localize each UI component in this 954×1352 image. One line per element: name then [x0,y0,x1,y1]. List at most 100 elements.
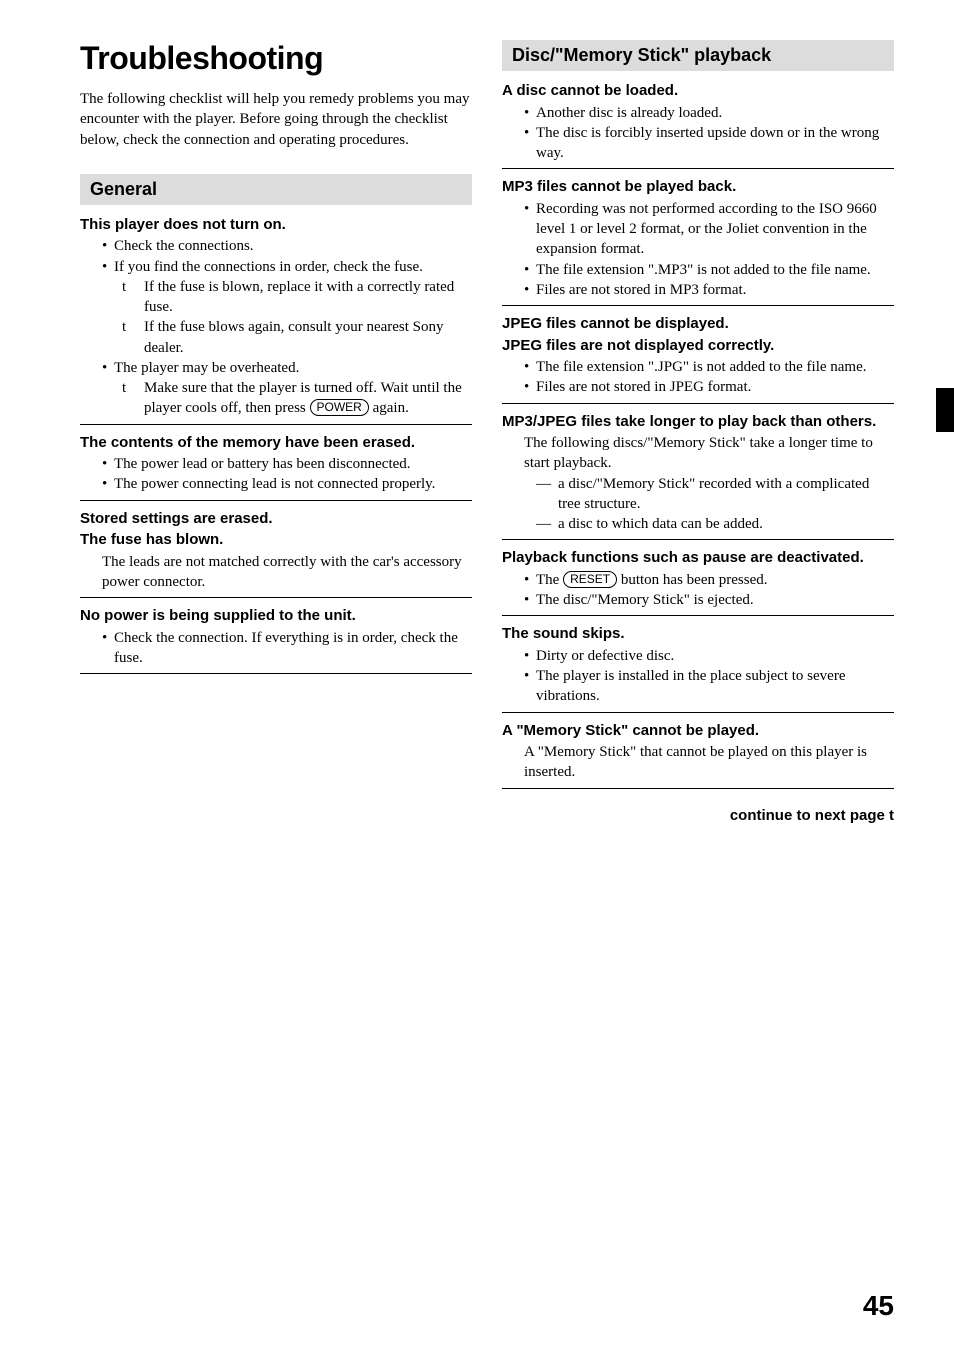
power-button-label: POWER [310,399,369,416]
body-text: A "Memory Stick" that cannot be played o… [502,742,894,783]
item-title: JPEG files are not displayed correctly. [502,336,894,356]
bullet-text: The disc is forcibly inserted upside dow… [536,123,894,164]
dash-text: a disc/"Memory Stick" recorded with a co… [558,474,894,515]
bullet-line: •Check the connections. [80,236,472,256]
arrow-right-icon: t [122,317,144,358]
bullet-line: •Dirty or defective disc. [502,646,894,666]
bullet-text: Dirty or defective disc. [536,646,894,666]
bullet-text: Another disc is already loaded. [536,103,894,123]
bullet-text: The power connecting lead is not connect… [114,474,472,494]
item-title: The sound skips. [502,624,894,644]
continue-line: continue to next page t [502,807,894,824]
arrow-right-icon: t [122,378,144,419]
intro-text: The following checklist will help you re… [80,89,472,150]
bullet-text: The player is installed in the place sub… [536,666,894,707]
bullet-line: •The disc/"Memory Stick" is ejected. [502,590,894,610]
bullet-dot-icon: • [524,590,536,610]
troubleshoot-item: MP3 files cannot be played back.•Recordi… [502,177,894,306]
bullet-dot-icon: • [524,260,536,280]
arrow-right-icon: t [122,277,144,318]
item-title: A "Memory Stick" cannot be played. [502,721,894,741]
bullet-line: •Files are not stored in JPEG format. [502,377,894,397]
bullet-dot-icon: • [102,454,114,474]
item-title: Stored settings are erased. [80,509,472,529]
item-title: JPEG files cannot be displayed. [502,314,894,334]
item-title: The fuse has blown. [80,530,472,550]
bullet-dot-icon: • [524,666,536,707]
bullet-text: The RESET button has been pressed. [536,570,894,590]
troubleshoot-item: The sound skips.•Dirty or defective disc… [502,624,894,712]
item-title: A disc cannot be loaded. [502,81,894,101]
page-columns: Troubleshooting The following checklist … [80,40,894,824]
troubleshoot-item: A disc cannot be loaded.•Another disc is… [502,81,894,169]
troubleshoot-item: No power is being supplied to the unit.•… [80,606,472,674]
bullet-line: •The file extension ".JPG" is not added … [502,357,894,377]
bullet-text: The power lead or battery has been disco… [114,454,472,474]
troubleshoot-item: The contents of the memory have been era… [80,433,472,501]
left-column: Troubleshooting The following checklist … [80,40,472,824]
arrow-line: tIf the fuse is blown, replace it with a… [80,277,472,318]
bullet-dot-icon: • [524,280,536,300]
bullet-line: •Files are not stored in MP3 format. [502,280,894,300]
dash-icon: — [536,514,558,534]
section-header-disc: Disc/"Memory Stick" playback [502,40,894,71]
bullet-dot-icon: • [524,377,536,397]
dash-line: —a disc to which data can be added. [502,514,894,534]
bullet-dot-icon: • [102,257,114,277]
bullet-line: •The disc is forcibly inserted upside do… [502,123,894,164]
troubleshoot-item: A "Memory Stick" cannot be played.A "Mem… [502,721,894,789]
bullet-text: Files are not stored in JPEG format. [536,377,894,397]
bullet-dot-icon: • [102,358,114,378]
bullet-text: If you find the connections in order, ch… [114,257,472,277]
item-title: No power is being supplied to the unit. [80,606,472,626]
arrow-line: tIf the fuse blows again, consult your n… [80,317,472,358]
bullet-dot-icon: • [524,123,536,164]
reset-button-label: RESET [563,571,617,588]
troubleshoot-item: MP3/JPEG files take longer to play back … [502,412,894,541]
body-text: The following discs/"Memory Stick" take … [502,433,894,474]
arrow-text: If the fuse is blown, replace it with a … [144,277,472,318]
bullet-text: The file extension ".JPG" is not added t… [536,357,894,377]
continue-text: continue to next page [730,807,885,824]
troubleshoot-item: Playback functions such as pause are dea… [502,548,894,616]
arrow-right-icon: t [889,807,894,824]
bullet-dot-icon: • [524,357,536,377]
bullet-line: •The player may be overheated. [80,358,472,378]
bullet-line: •The RESET button has been pressed. [502,570,894,590]
item-title: The contents of the memory have been era… [80,433,472,453]
bullet-line: •The file extension ".MP3" is not added … [502,260,894,280]
troubleshoot-item: JPEG files cannot be displayed.JPEG file… [502,314,894,404]
general-items: This player does not turn on.•Check the … [80,215,472,674]
page-title: Troubleshooting [80,40,472,77]
troubleshoot-item: Stored settings are erased.The fuse has … [80,509,472,599]
bullet-dot-icon: • [102,236,114,256]
bullet-dot-icon: • [524,646,536,666]
item-title: Playback functions such as pause are dea… [502,548,894,568]
dash-text: a disc to which data can be added. [558,514,894,534]
page-number: 45 [863,1290,894,1322]
body-text: The leads are not matched correctly with… [80,552,472,593]
edge-tab-marker [936,388,954,432]
arrow-line: tMake sure that the player is turned off… [80,378,472,419]
bullet-text: Recording was not performed according to… [536,199,894,260]
bullet-text: Files are not stored in MP3 format. [536,280,894,300]
bullet-text: The file extension ".MP3" is not added t… [536,260,894,280]
item-title: MP3 files cannot be played back. [502,177,894,197]
bullet-dot-icon: • [524,199,536,260]
item-title: This player does not turn on. [80,215,472,235]
bullet-line: •The player is installed in the place su… [502,666,894,707]
troubleshoot-item: This player does not turn on.•Check the … [80,215,472,425]
item-title: MP3/JPEG files take longer to play back … [502,412,894,432]
bullet-dot-icon: • [102,474,114,494]
bullet-text: Check the connections. [114,236,472,256]
dash-icon: — [536,474,558,515]
bullet-line: •The power lead or battery has been disc… [80,454,472,474]
bullet-line: •Check the connection. If everything is … [80,628,472,669]
bullet-text: Check the connection. If everything is i… [114,628,472,669]
section-header-general: General [80,174,472,205]
right-column: Disc/"Memory Stick" playback A disc cann… [502,40,894,824]
bullet-line: •If you find the connections in order, c… [80,257,472,277]
bullet-dot-icon: • [524,103,536,123]
arrow-text: If the fuse blows again, consult your ne… [144,317,472,358]
disc-items: A disc cannot be loaded.•Another disc is… [502,81,894,789]
